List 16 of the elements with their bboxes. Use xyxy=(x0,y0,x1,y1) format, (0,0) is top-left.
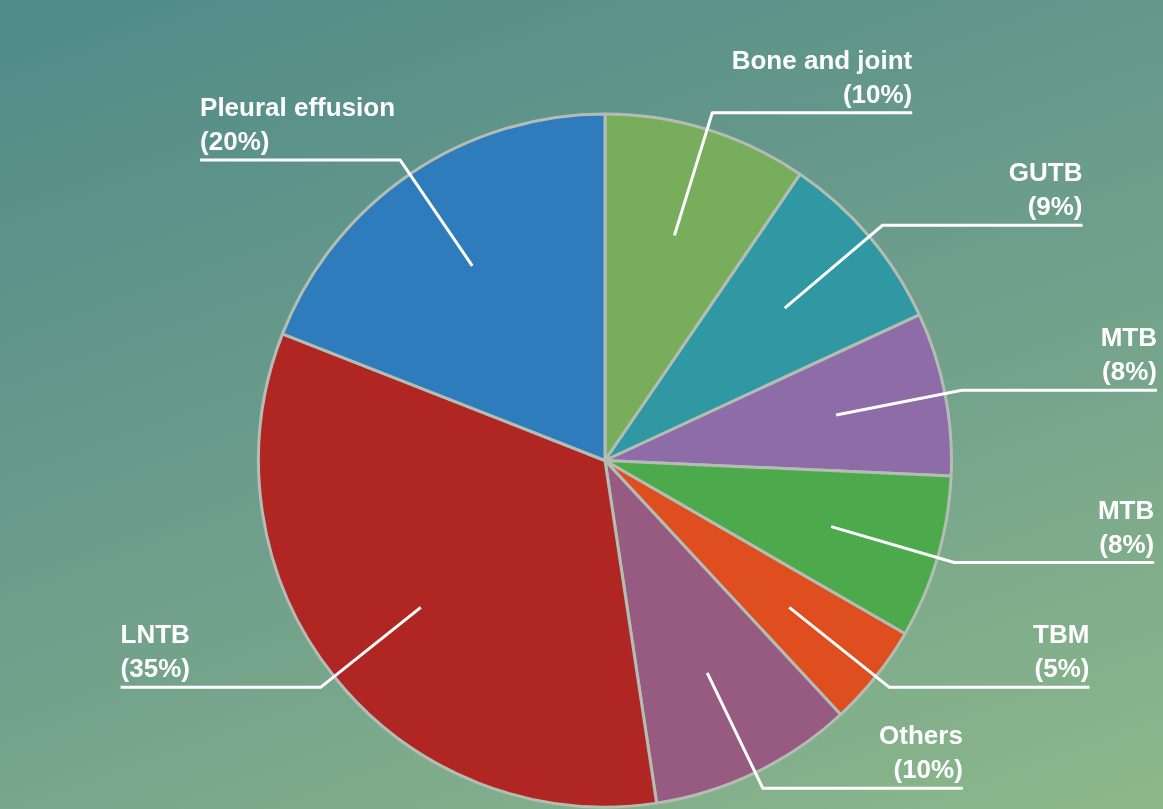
slice-label: Bone and joint xyxy=(731,44,913,75)
data-label: (10%) xyxy=(893,754,963,785)
data-label: (8%) xyxy=(1102,356,1157,387)
slice-label: GUTB xyxy=(1008,157,1083,188)
data-label: (8%) xyxy=(1099,528,1155,559)
slice-label: LNTB xyxy=(120,619,190,650)
slice-label: TBM xyxy=(1033,619,1090,650)
data-label: (5%) xyxy=(1034,653,1090,684)
slice-label: Others xyxy=(879,720,963,751)
data-label: (9%) xyxy=(1027,191,1083,222)
slice-label: Pleural effusion xyxy=(200,91,396,122)
data-label: (35%) xyxy=(120,653,190,684)
data-label: (10%) xyxy=(842,78,913,109)
slice-label: MTB xyxy=(1100,322,1157,353)
slice-label: MTB xyxy=(1097,494,1155,525)
data-label: (20%) xyxy=(200,125,270,156)
